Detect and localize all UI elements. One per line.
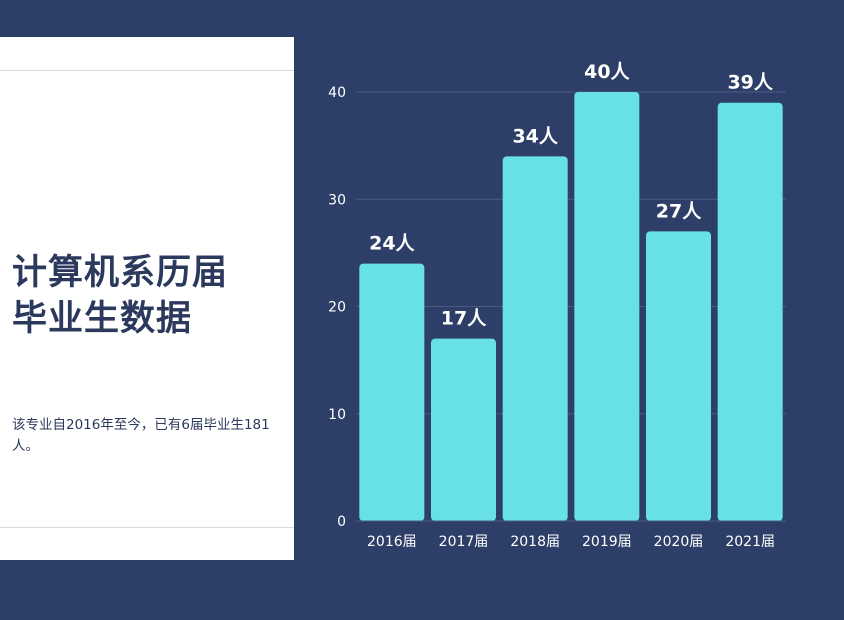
y-tick-label: 10 xyxy=(328,407,346,423)
title-panel: 计算机系历届 毕业生数据 该专业自2016年至今，已有6届毕业生181人。 xyxy=(0,37,294,560)
data-label: 24人 xyxy=(369,233,415,255)
bar xyxy=(359,263,425,521)
bar xyxy=(502,156,568,521)
slide-title: 计算机系历届 毕业生数据 xyxy=(12,250,287,342)
x-tick-label: 2017届 xyxy=(439,534,489,550)
x-tick-label: 2021届 xyxy=(725,534,775,550)
data-label: 39人 xyxy=(727,72,773,94)
bar xyxy=(646,231,711,522)
bar xyxy=(717,102,783,521)
x-tick-label: 2018届 xyxy=(510,534,560,550)
bar xyxy=(431,338,496,521)
y-tick-label: 0 xyxy=(337,514,346,530)
data-label: 40人 xyxy=(584,61,630,83)
x-tick-label: 2016届 xyxy=(367,534,417,550)
bar xyxy=(574,92,640,521)
top-divider xyxy=(0,70,294,71)
y-tick-label: 20 xyxy=(328,300,346,316)
slide-description: 该专业自2016年至今，已有6届毕业生181人。 xyxy=(12,417,270,454)
slide-title-line2: 毕业生数据 xyxy=(12,299,193,339)
data-label: 34人 xyxy=(512,125,558,147)
bottom-divider xyxy=(0,527,294,528)
data-label: 27人 xyxy=(656,200,702,222)
slide-title-line1: 计算机系历届 xyxy=(12,253,229,293)
x-tick-label: 2019届 xyxy=(582,534,632,550)
y-tick-label: 30 xyxy=(328,192,346,208)
y-tick-label: 40 xyxy=(328,85,346,101)
bar-chart: 0 10 20 30 40 24人 2016届 17人 2017届 34人 2018届 40人 2019… xyxy=(328,61,786,550)
x-tick-label: 2020届 xyxy=(654,534,704,550)
data-label: 17人 xyxy=(441,308,487,330)
